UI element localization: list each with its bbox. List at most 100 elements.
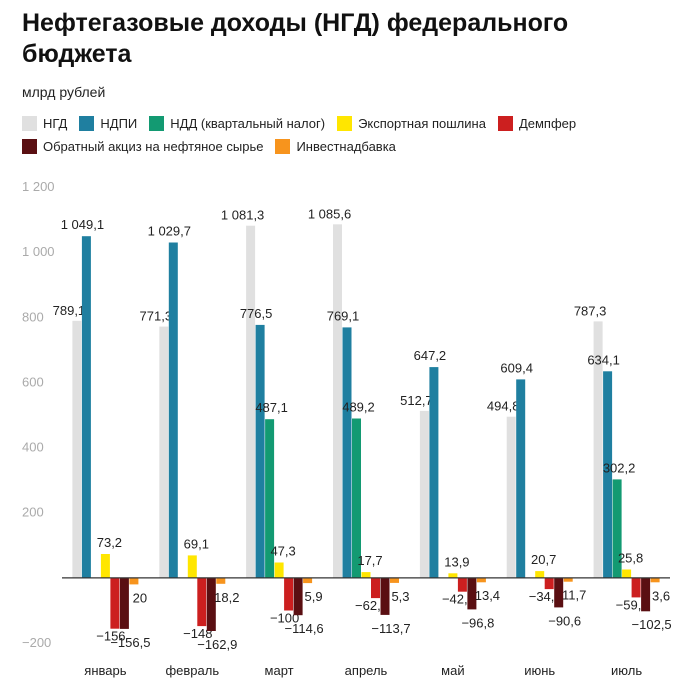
data-label: 787,3 (574, 303, 607, 318)
y-tick-label: −200 (22, 635, 51, 650)
bar (72, 320, 82, 578)
data-label: 647,2 (414, 348, 447, 363)
bar (187, 555, 197, 578)
x-tick-label: июль (611, 663, 642, 678)
legend-label: НДД (квартальный налог) (170, 116, 326, 131)
data-label: 69,1 (184, 536, 209, 551)
bar (457, 577, 467, 592)
bar (535, 571, 545, 578)
bar (516, 379, 526, 578)
bar (119, 577, 129, 629)
data-label: 302,2 (603, 460, 636, 475)
bar (246, 225, 256, 578)
data-label: −100 (270, 610, 299, 625)
legend-label: Демпфер (518, 116, 577, 131)
x-tick-label: январь (84, 663, 126, 678)
bar (641, 577, 651, 612)
bar (361, 572, 371, 578)
legend-swatch (149, 116, 165, 131)
data-label: −59,9 (616, 597, 649, 612)
bar (371, 577, 380, 599)
legend-item: Инвестнадбавка (275, 138, 396, 155)
bar (419, 410, 429, 578)
data-label: −90,6 (548, 613, 581, 628)
bar (506, 416, 516, 578)
data-label: 5,3 (391, 589, 409, 604)
legend-item: Демпфер (497, 115, 577, 132)
data-label: 494,8 (487, 399, 520, 414)
bar (216, 577, 226, 584)
data-label: −42,6 (442, 592, 475, 607)
x-tick-label: май (441, 663, 464, 678)
bar (603, 371, 613, 578)
x-tick-label: февраль (165, 663, 219, 678)
bar (563, 577, 573, 582)
data-label: 3,6 (652, 588, 670, 603)
data-label: 634,1 (587, 352, 620, 367)
legend-item: Экспортная пошлина (337, 115, 486, 132)
data-label: −156,5 (110, 635, 150, 650)
data-label: 11,7 (562, 588, 586, 603)
bar (333, 224, 342, 578)
data-label: 771,3 (140, 309, 173, 324)
data-label: −162,9 (197, 637, 237, 652)
data-label: −96,8 (461, 615, 494, 630)
data-label: 20 (133, 590, 147, 605)
bar (159, 326, 169, 578)
bar (293, 577, 303, 616)
bar (100, 554, 110, 578)
bar (448, 573, 458, 578)
bar (476, 577, 486, 583)
chart-title: Нефтегазовые доходы (НГД) федерального б… (22, 9, 569, 68)
bar (274, 562, 284, 578)
x-tick-label: апрель (345, 663, 388, 678)
bar (650, 577, 660, 583)
y-tick-label: 1 000 (22, 244, 55, 259)
bar (631, 577, 641, 598)
legend-swatch (275, 139, 291, 154)
legend-label: НДПИ (100, 116, 138, 131)
x-tick-label: март (265, 663, 294, 678)
x-tick-label: июнь (524, 663, 555, 678)
y-tick-label: 200 (22, 505, 44, 520)
y-tick-label: 1 200 (22, 179, 55, 194)
y-tick-label: 800 (22, 309, 44, 324)
data-label: −156 (96, 629, 125, 644)
data-label: 13,9 (444, 554, 469, 569)
bar (467, 577, 477, 610)
y-tick-label: 600 (22, 374, 44, 389)
bar-chart: −200 200 400 600 800 1 000 1 200 789,1 1 049,1 73… (22, 179, 672, 678)
bar (380, 577, 390, 615)
legend-swatch (79, 116, 95, 131)
data-label: −34,5 (529, 589, 562, 604)
bar (265, 419, 275, 578)
bar (110, 577, 120, 629)
data-label: −148 (183, 626, 212, 641)
data-label: 487,1 (255, 400, 288, 415)
legend-label: Инвестнадбавка (296, 139, 396, 154)
data-label: 769,1 (327, 308, 360, 323)
data-label: 73,2 (97, 535, 122, 550)
data-label: −102,5 (632, 617, 672, 632)
data-label: 1 049,1 (61, 217, 104, 232)
data-label: 1 085,6 (308, 206, 351, 221)
bar (342, 327, 352, 578)
bar (622, 569, 632, 578)
bar (429, 367, 439, 578)
legend-item: НГД (22, 115, 67, 132)
bar (593, 321, 603, 578)
legend-swatch (22, 139, 37, 154)
bar (168, 242, 178, 578)
data-label: 489,2 (342, 400, 375, 415)
bar (129, 577, 139, 585)
data-label: −114,6 (285, 621, 324, 636)
bar (197, 577, 207, 627)
data-label: 1 081,3 (221, 208, 264, 223)
data-label: 1 029,7 (148, 224, 191, 239)
bar (206, 577, 216, 631)
bar (303, 577, 313, 584)
data-label: −113,7 (371, 621, 410, 636)
bar (255, 324, 265, 578)
data-label: 789,1 (53, 303, 86, 318)
data-label: 5,9 (305, 589, 323, 604)
